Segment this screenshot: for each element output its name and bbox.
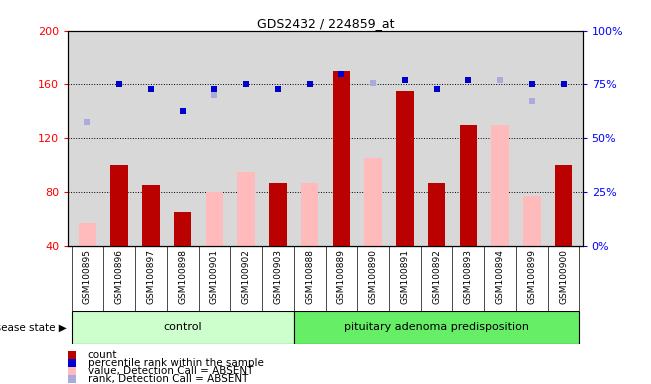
Text: percentile rank within the sample: percentile rank within the sample bbox=[88, 358, 264, 368]
Text: GSM100890: GSM100890 bbox=[368, 249, 378, 304]
Text: GSM100898: GSM100898 bbox=[178, 249, 187, 304]
Bar bbox=[206, 192, 223, 246]
Text: GSM100900: GSM100900 bbox=[559, 249, 568, 304]
Bar bbox=[111, 165, 128, 246]
Text: rank, Detection Call = ABSENT: rank, Detection Call = ABSENT bbox=[88, 374, 248, 384]
Text: GSM100896: GSM100896 bbox=[115, 249, 124, 304]
Bar bbox=[460, 125, 477, 246]
Text: GSM100903: GSM100903 bbox=[273, 249, 283, 304]
Bar bbox=[396, 91, 413, 246]
Text: value, Detection Call = ABSENT: value, Detection Call = ABSENT bbox=[88, 366, 253, 376]
Bar bbox=[523, 196, 540, 246]
Text: GSM100894: GSM100894 bbox=[495, 249, 505, 304]
Bar bbox=[555, 165, 572, 246]
Bar bbox=[333, 71, 350, 246]
Text: GSM100899: GSM100899 bbox=[527, 249, 536, 304]
Bar bbox=[428, 183, 445, 246]
Bar bbox=[492, 125, 509, 246]
Text: pituitary adenoma predisposition: pituitary adenoma predisposition bbox=[344, 322, 529, 333]
Bar bbox=[301, 183, 318, 246]
Text: GSM100888: GSM100888 bbox=[305, 249, 314, 304]
Text: GSM100891: GSM100891 bbox=[400, 249, 409, 304]
Bar bbox=[142, 185, 159, 246]
Bar bbox=[238, 172, 255, 246]
Text: GSM100895: GSM100895 bbox=[83, 249, 92, 304]
Bar bbox=[174, 212, 191, 246]
Text: GSM100889: GSM100889 bbox=[337, 249, 346, 304]
Text: GSM100893: GSM100893 bbox=[464, 249, 473, 304]
Text: GSM100897: GSM100897 bbox=[146, 249, 156, 304]
Text: GSM100902: GSM100902 bbox=[242, 249, 251, 304]
Bar bbox=[269, 183, 286, 246]
Bar bbox=[72, 311, 294, 344]
Text: GSM100901: GSM100901 bbox=[210, 249, 219, 304]
Text: control: control bbox=[163, 322, 202, 333]
Text: count: count bbox=[88, 349, 117, 360]
Bar bbox=[294, 311, 579, 344]
Title: GDS2432 / 224859_at: GDS2432 / 224859_at bbox=[256, 17, 395, 30]
Text: GSM100892: GSM100892 bbox=[432, 249, 441, 304]
Bar bbox=[79, 223, 96, 246]
Bar bbox=[365, 158, 382, 246]
Text: disease state ▶: disease state ▶ bbox=[0, 322, 67, 333]
